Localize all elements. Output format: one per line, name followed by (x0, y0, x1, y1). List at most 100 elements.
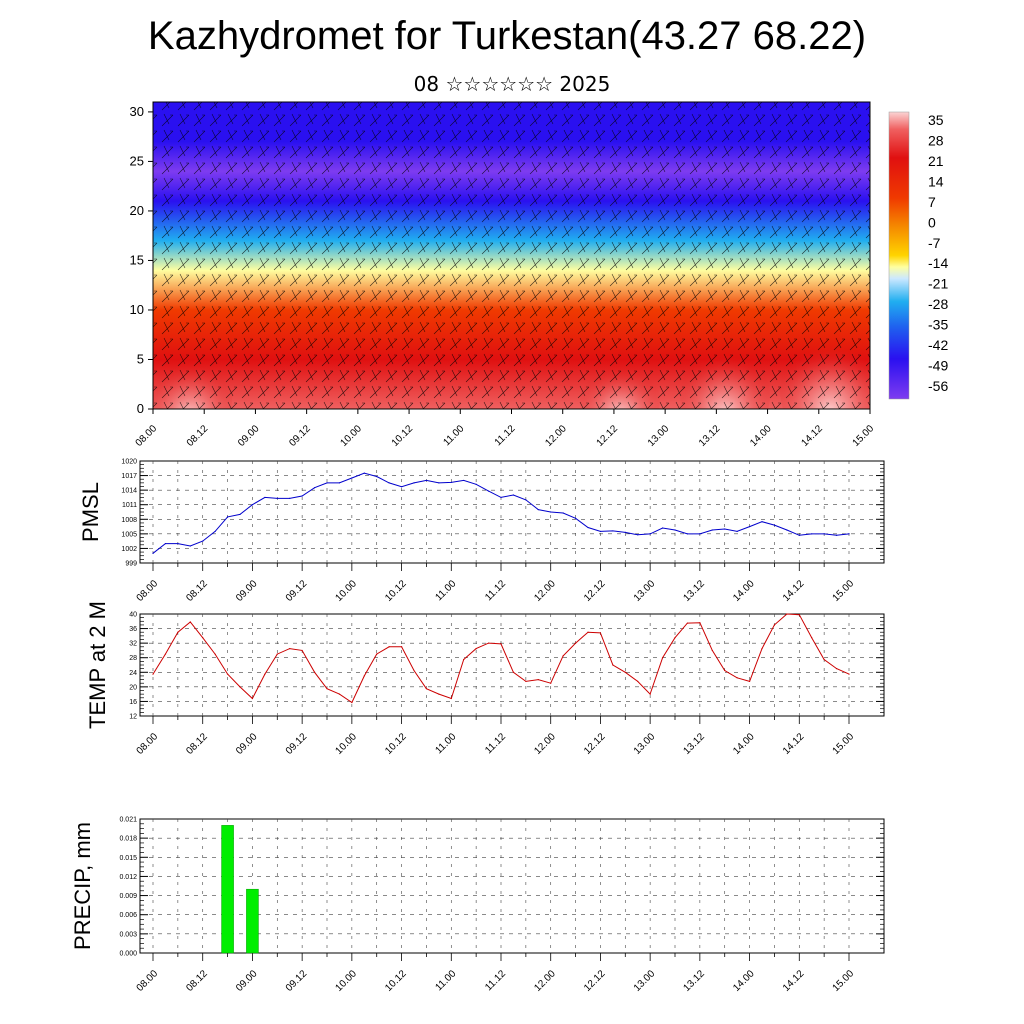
section-x-tick-label: 10.12 (390, 423, 416, 449)
temp2m-point (574, 642, 577, 644)
pmsl-point (376, 475, 378, 478)
pmsl-point (587, 526, 589, 529)
precip-x-tick-label: 11.12 (483, 968, 508, 993)
temp2m-point (811, 637, 813, 639)
pmsl-point (313, 487, 316, 489)
pmsl-x-tick-label: 12.12 (582, 578, 608, 604)
pmsl-point (152, 552, 154, 554)
pmsl-x-tick-label: 10.00 (334, 578, 360, 604)
temp2m-point (475, 648, 477, 650)
pmsl-y-tick-label: 1002 (121, 546, 137, 553)
precip-x-tick-label: 09.00 (234, 968, 260, 994)
temp2m-y-tick-label: 12 (129, 714, 137, 721)
pmsl-x-tick-label: 14.00 (731, 578, 757, 604)
temp2m-point (661, 657, 664, 659)
colorbar-labels: 35 28 21 14 7 0 -7 -14 -21 -28 -35 -42 -49 -56 (928, 112, 948, 394)
section-x-tick-label: 08.00 (134, 423, 160, 449)
pmsl-point (189, 545, 191, 547)
pmsl-point (798, 534, 800, 536)
temp2m-x-tick-label: 13.12 (682, 731, 708, 757)
section-x-tick-label: 14.00 (748, 423, 774, 449)
page-subtitle: 08 ☆☆☆☆☆☆ 2025 (413, 72, 611, 96)
pmsl-point (226, 516, 229, 518)
pmsl-point (848, 533, 850, 535)
pmsl-point (550, 511, 552, 513)
pmsl-x-tick-label: 09.12 (284, 578, 310, 604)
precip-x-tick-label: 09.12 (284, 968, 310, 994)
pmsl-point (674, 529, 676, 531)
temp2m-point (724, 669, 726, 672)
pmsl-y-tick-label: 1005 (121, 531, 137, 538)
pmsl-y-tick-label: 999 (125, 561, 137, 568)
pmsl-y-tick-label: 1011 (122, 502, 137, 509)
vertical-section-panel: 0 5 10 15 20 25 30 08.00 08.12 09.00 09.12 10.00 10… (130, 101, 876, 449)
section-x-tick-label: 13.00 (646, 423, 672, 449)
pmsl-point (338, 482, 341, 484)
temp2m-point (500, 643, 502, 645)
pmsl-point (351, 477, 353, 479)
pmsl-point (202, 540, 204, 542)
temp2m-point (338, 693, 341, 695)
pmsl-point (525, 499, 527, 501)
precip-x-tick-label: 14.00 (731, 968, 757, 994)
section-y-tick-label: 10 (130, 302, 144, 317)
pmsl-panel: 999 1002 1005 1008 1011 1014 1017 1020 08.00 08.1… (78, 459, 885, 604)
wind-barbs (153, 102, 870, 409)
colorbar-label: 14 (928, 173, 944, 189)
colorbar-label: 28 (928, 132, 944, 148)
temp2m-x-tick-label: 12.00 (532, 731, 558, 757)
pmsl-point (326, 482, 328, 484)
temp2m-x-tick-label: 14.12 (781, 731, 807, 757)
temp2m-point (761, 648, 763, 650)
pmsl-point (413, 482, 415, 484)
precip-y-tick-label: 0.003 (119, 931, 137, 938)
pmsl-x-tick-label: 14.12 (781, 578, 807, 604)
pmsl-point (711, 529, 713, 531)
temp2m-x-tick-label: 13.00 (632, 731, 658, 757)
section-x-tick-label: 12.00 (543, 423, 569, 449)
temp2m-x-tick-label: 11.00 (433, 731, 458, 756)
precip-x-tick-label: 13.12 (682, 968, 708, 994)
pmsl-point (612, 530, 614, 532)
precip-x-tick-label: 10.12 (383, 968, 409, 994)
temp2m-point (400, 646, 403, 648)
precip-panel: 0.000 0.003 0.006 0.009 0.012 0.015 0.018 0.021… (70, 817, 885, 994)
temp2m-point (525, 680, 527, 682)
temp2m-point (189, 621, 191, 623)
section-y-tick-label: 0 (137, 401, 144, 416)
colorbar-label: -28 (928, 296, 948, 312)
section-x-tick-label: 11.12 (493, 423, 518, 448)
temp2m-y-label: TEMP at 2 M (85, 601, 110, 729)
pmsl-point (748, 525, 751, 528)
precip-y-tick-label: 0.012 (119, 874, 137, 881)
colorbar-label: -56 (928, 378, 948, 394)
section-y-axis: 0 5 10 15 20 25 30 (130, 104, 153, 416)
section-x-tick-label: 12.12 (595, 423, 621, 449)
pmsl-point (537, 508, 539, 511)
temp2m-point (624, 671, 626, 673)
pmsl-point (699, 533, 701, 535)
temp2m-point (239, 686, 241, 688)
temp2m-point (438, 693, 440, 695)
precip-x-tick-label: 12.12 (582, 968, 608, 994)
temp2m-point (289, 648, 291, 650)
pmsl-point (637, 534, 639, 536)
pmsl-x-tick-label: 11.12 (483, 578, 508, 603)
pmsl-point (512, 494, 515, 496)
temp2m-y-tick-label: 16 (129, 699, 137, 706)
precip-y-tick-label: 0.009 (119, 893, 137, 900)
temp2m-point (599, 632, 602, 634)
pmsl-point (301, 495, 303, 497)
temp2m-point (686, 622, 689, 624)
temp2m-point (773, 624, 776, 626)
warm-spots (153, 102, 870, 409)
colorbar-label: 7 (928, 194, 936, 210)
precip-bar (246, 888, 259, 954)
pmsl-x-tick-label: 11.00 (433, 578, 458, 603)
pmsl-y-tick-label: 1014 (121, 488, 137, 495)
temp2m-point (835, 668, 838, 670)
temp2m-point (388, 646, 390, 648)
temp2m-point (736, 677, 738, 679)
precip-x-tick-label: 10.00 (334, 968, 360, 994)
